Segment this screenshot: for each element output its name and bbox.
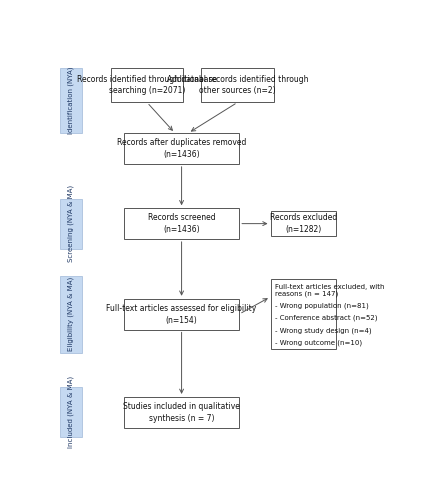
Text: Records screened
(n=1436): Records screened (n=1436) [148,213,215,234]
Text: Records identified through database
searching (n=2071): Records identified through database sear… [77,74,217,96]
FancyBboxPatch shape [111,68,183,102]
FancyBboxPatch shape [124,298,239,330]
FancyBboxPatch shape [124,133,239,164]
FancyBboxPatch shape [60,387,82,438]
Text: Eligibility (NYA & MA): Eligibility (NYA & MA) [68,277,74,351]
FancyBboxPatch shape [271,211,337,236]
Text: - Conference abstract (n=52): - Conference abstract (n=52) [275,315,378,322]
Text: Records excluded
(n=1282): Records excluded (n=1282) [270,213,337,234]
Text: Full-text articles assessed for eligibility
(n=154): Full-text articles assessed for eligibil… [106,304,257,324]
FancyBboxPatch shape [60,68,82,133]
FancyBboxPatch shape [124,397,239,428]
Text: - Wrong study design (n=4): - Wrong study design (n=4) [275,327,372,334]
Text: - Wrong outcome (n=10): - Wrong outcome (n=10) [275,340,363,346]
FancyBboxPatch shape [124,208,239,239]
Text: Included (NYA & MA): Included (NYA & MA) [68,376,74,448]
Text: Records after duplicates removed
(n=1436): Records after duplicates removed (n=1436… [117,138,246,159]
Text: Additional records identified through
other sources (n=2): Additional records identified through ot… [167,74,308,96]
Text: Full-text articles excluded, with: Full-text articles excluded, with [275,284,385,290]
Text: - Wrong population (n=81): - Wrong population (n=81) [275,302,369,309]
Text: Screening (NYA & MA): Screening (NYA & MA) [68,185,74,262]
Text: reasons (n = 147): reasons (n = 147) [275,290,339,296]
Text: Studies included in qualitative
synthesis (n = 7): Studies included in qualitative synthesi… [123,402,240,422]
Text: Identification (NYA): Identification (NYA) [68,66,74,134]
FancyBboxPatch shape [60,276,82,352]
FancyBboxPatch shape [271,280,337,349]
FancyBboxPatch shape [60,198,82,248]
FancyBboxPatch shape [201,68,274,102]
